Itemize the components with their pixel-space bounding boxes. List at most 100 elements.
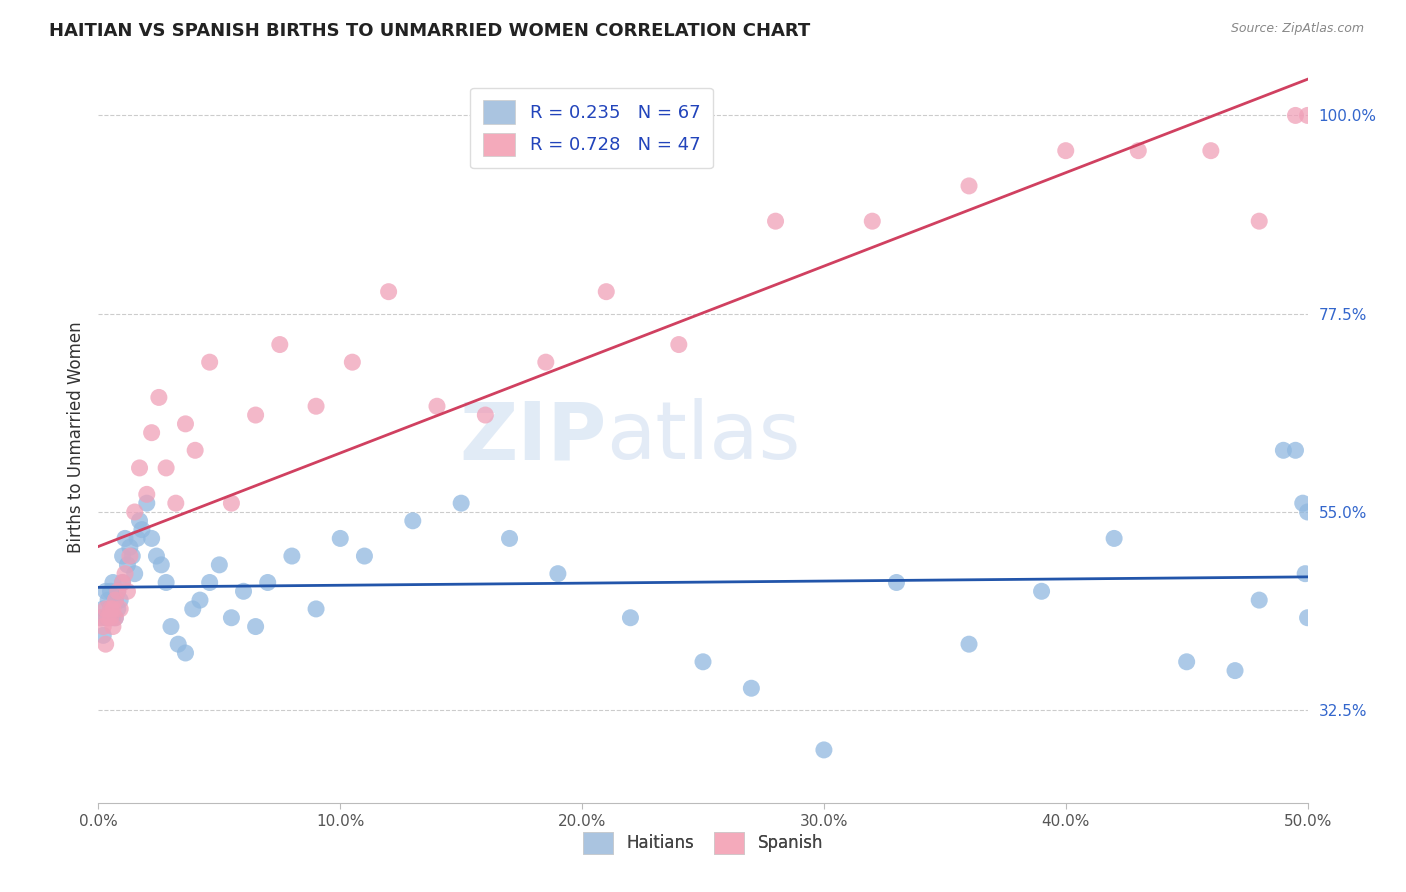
- Point: [1296, 611, 1319, 625]
- Point: [498, 532, 520, 546]
- Point: [121, 549, 143, 563]
- Point: [1128, 144, 1150, 158]
- Point: [1175, 655, 1198, 669]
- Point: [118, 540, 141, 554]
- Text: atlas: atlas: [606, 398, 800, 476]
- Point: [208, 558, 231, 572]
- Point: [668, 337, 690, 351]
- Point: [305, 602, 328, 616]
- Point: [101, 611, 124, 625]
- Point: [619, 611, 641, 625]
- Point: [221, 496, 243, 510]
- Point: [342, 355, 364, 369]
- Point: [957, 178, 980, 193]
- Point: [94, 637, 117, 651]
- Point: [1102, 532, 1125, 546]
- Point: [329, 532, 352, 546]
- Point: [426, 399, 449, 413]
- Point: [135, 496, 157, 510]
- Point: [198, 355, 221, 369]
- Text: Source: ZipAtlas.com: Source: ZipAtlas.com: [1230, 22, 1364, 36]
- Point: [100, 602, 122, 616]
- Point: [90, 611, 112, 625]
- Point: [474, 408, 496, 422]
- Point: [245, 408, 267, 422]
- Point: [104, 593, 127, 607]
- Point: [131, 523, 153, 537]
- Point: [117, 584, 139, 599]
- Point: [534, 355, 557, 369]
- Point: [101, 575, 124, 590]
- Point: [101, 619, 124, 633]
- Point: [547, 566, 569, 581]
- Point: [117, 558, 139, 572]
- Point: [188, 593, 211, 607]
- Point: [269, 337, 291, 351]
- Point: [957, 637, 980, 651]
- Point: [1284, 108, 1306, 122]
- Point: [886, 575, 908, 590]
- Point: [107, 584, 129, 599]
- Point: [450, 496, 472, 510]
- Point: [141, 425, 163, 440]
- Point: [740, 681, 762, 696]
- Point: [97, 611, 120, 625]
- Point: [128, 514, 150, 528]
- Point: [221, 611, 243, 625]
- Point: [1272, 443, 1295, 458]
- Point: [114, 566, 136, 581]
- Point: [1223, 664, 1246, 678]
- Point: [90, 611, 112, 625]
- Point: [104, 611, 127, 625]
- Point: [1296, 505, 1319, 519]
- Point: [108, 593, 131, 607]
- Point: [91, 602, 114, 616]
- Point: [165, 496, 187, 510]
- Point: [377, 285, 399, 299]
- Point: [141, 532, 163, 546]
- Point: [128, 461, 150, 475]
- Point: [860, 214, 883, 228]
- Point: [94, 611, 117, 625]
- Point: [245, 619, 267, 633]
- Y-axis label: Births to Unmarried Women: Births to Unmarried Women: [66, 321, 84, 553]
- Point: [1031, 584, 1053, 599]
- Legend: Haitians, Spanish: Haitians, Spanish: [576, 826, 830, 860]
- Point: [124, 505, 146, 519]
- Point: [150, 558, 173, 572]
- Point: [135, 487, 157, 501]
- Point: [174, 646, 197, 660]
- Point: [108, 602, 131, 616]
- Point: [1284, 443, 1306, 458]
- Point: [198, 575, 221, 590]
- Point: [100, 611, 122, 625]
- Point: [281, 549, 304, 563]
- Point: [1294, 566, 1316, 581]
- Point: [305, 399, 328, 413]
- Point: [692, 655, 714, 669]
- Point: [174, 417, 197, 431]
- Point: [155, 461, 177, 475]
- Point: [100, 602, 122, 616]
- Point: [181, 602, 204, 616]
- Point: [1249, 214, 1271, 228]
- Point: [595, 285, 617, 299]
- Point: [1054, 144, 1077, 158]
- Point: [1296, 108, 1319, 122]
- Point: [1292, 496, 1315, 510]
- Point: [111, 549, 134, 563]
- Point: [111, 575, 134, 590]
- Point: [160, 619, 183, 633]
- Point: [100, 584, 122, 599]
- Point: [118, 549, 141, 563]
- Point: [232, 584, 254, 599]
- Point: [167, 637, 190, 651]
- Point: [97, 593, 120, 607]
- Point: [94, 602, 117, 616]
- Point: [97, 611, 120, 625]
- Point: [813, 743, 835, 757]
- Point: [765, 214, 787, 228]
- Point: [107, 584, 129, 599]
- Point: [127, 532, 149, 546]
- Point: [1249, 593, 1271, 607]
